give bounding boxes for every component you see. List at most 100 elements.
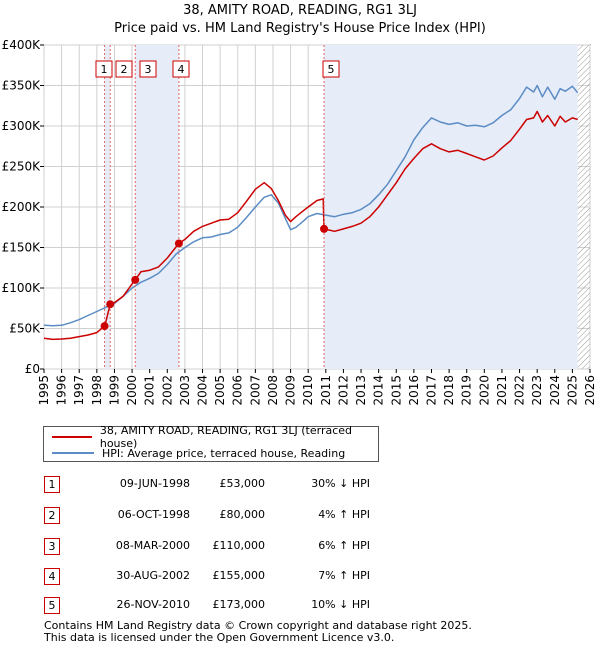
x-tick-label: 2002 bbox=[160, 375, 174, 406]
x-tick-label: 2017 bbox=[424, 375, 438, 406]
x-tick-label: 2013 bbox=[354, 375, 368, 406]
x-tick-label: 2000 bbox=[125, 375, 139, 406]
sale-marker-label: 1 bbox=[101, 63, 108, 76]
legend-label-property: 38, AMITY ROAD, READING, RG1 3LJ (terrac… bbox=[99, 424, 353, 450]
x-tick-label: 1998 bbox=[90, 375, 104, 406]
y-tick-label: £250K bbox=[2, 160, 42, 174]
x-tick-label: 2001 bbox=[143, 375, 157, 406]
sale-price: £155,000 bbox=[212, 569, 266, 582]
x-tick-label: 1995 bbox=[37, 375, 51, 406]
shaded-spans bbox=[104, 45, 590, 369]
y-tick-label: £300K bbox=[2, 119, 42, 133]
sale-date: 06-OCT-1998 bbox=[117, 508, 190, 521]
y-tick-label: £150K bbox=[2, 241, 42, 255]
footer-copyright: Contains HM Land Registry data © Crown c… bbox=[44, 619, 472, 632]
x-tick-label: 1997 bbox=[72, 375, 86, 406]
x-tick-label: 2014 bbox=[372, 375, 386, 406]
y-tick-label: £200K bbox=[2, 200, 42, 214]
sale-marker-label: 5 bbox=[328, 63, 335, 76]
series-lines bbox=[43, 84, 579, 341]
sale-number-badge: 2 bbox=[44, 507, 60, 524]
property-series-line bbox=[43, 110, 578, 341]
sale-marker-box bbox=[115, 60, 133, 78]
table-row: 2 06-OCT-1998 £80,000 4% ↑ HPI bbox=[0, 507, 600, 527]
shaded-span bbox=[324, 45, 578, 369]
sale-price: £53,000 bbox=[219, 477, 266, 490]
x-axis-ticks: 1995 1996 1997 1998 1999 2000 2001 2002 2003 2004… bbox=[37, 369, 597, 406]
table-row: 4 30-AUG-2002 £155,000 7% ↑ HPI bbox=[0, 568, 600, 588]
x-tick-label: 2005 bbox=[213, 375, 227, 406]
x-tick-label: 2023 bbox=[530, 375, 544, 406]
sale-point bbox=[106, 300, 115, 309]
shaded-span bbox=[104, 45, 111, 369]
chart-subtitle: Price paid vs. HM Land Registry's House … bbox=[114, 21, 486, 36]
sale-price: £80,000 bbox=[219, 508, 266, 521]
sale-price: £173,000 bbox=[212, 598, 266, 611]
legend-item-property: 38, AMITY ROAD, READING, RG1 3LJ (terrac… bbox=[44, 424, 378, 450]
sale-point bbox=[174, 239, 183, 248]
x-tick-label: 2012 bbox=[336, 375, 350, 406]
sale-number-badge: 1 bbox=[44, 476, 60, 493]
footer-licence: This data is licensed under the Open Gov… bbox=[44, 631, 395, 644]
x-tick-label: 2015 bbox=[389, 375, 403, 406]
price-chart: 38, AMITY ROAD, READING, RG1 3LJ Price p… bbox=[2, 3, 597, 406]
sale-point bbox=[320, 224, 329, 233]
x-tick-label: 2011 bbox=[319, 375, 333, 406]
table-row: 3 08-MAR-2000 £110,000 6% ↑ HPI bbox=[0, 538, 600, 558]
y-tick-label: £50K bbox=[9, 322, 41, 336]
x-tick-label: 2003 bbox=[178, 375, 192, 406]
x-tick-label: 2022 bbox=[513, 375, 527, 406]
shaded-span bbox=[135, 45, 179, 369]
table-row: 1 09-JUN-1998 £53,000 30% ↓ HPI bbox=[0, 476, 600, 496]
x-tick-label: 2006 bbox=[231, 375, 245, 406]
sale-hpi-diff: 30% ↓ HPI bbox=[311, 477, 370, 490]
legend: 38, AMITY ROAD, READING, RG1 3LJ (terrac… bbox=[43, 424, 379, 462]
y-tick-label: £400K bbox=[2, 38, 42, 52]
x-tick-label: 2004 bbox=[196, 375, 210, 406]
sale-date: 08-MAR-2000 bbox=[115, 539, 190, 552]
sale-number-badge: 5 bbox=[44, 597, 60, 614]
sale-marker-label: 3 bbox=[145, 63, 152, 76]
hpi-series-line bbox=[43, 84, 579, 327]
x-tick-label: 2008 bbox=[266, 375, 280, 406]
x-tick-label: 2016 bbox=[407, 375, 421, 406]
x-tick-label: 2009 bbox=[284, 375, 298, 406]
chart-title: 38, AMITY ROAD, READING, RG1 3LJ bbox=[183, 3, 417, 18]
sale-hpi-diff: 6% ↑ HPI bbox=[318, 539, 370, 552]
x-tick-label: 2010 bbox=[301, 375, 315, 406]
legend-swatch-hpi bbox=[52, 452, 94, 454]
sale-date: 09-JUN-1998 bbox=[119, 477, 190, 490]
sale-number-badge: 3 bbox=[44, 538, 60, 555]
sale-hpi-diff: 7% ↑ HPI bbox=[318, 569, 370, 582]
sale-marker-label: 2 bbox=[121, 63, 128, 76]
x-tick-label: 2007 bbox=[248, 375, 262, 406]
x-tick-label: 2024 bbox=[548, 375, 562, 406]
x-tick-label: 2025 bbox=[565, 375, 579, 406]
sale-marker-box bbox=[95, 60, 113, 78]
sale-price: £110,000 bbox=[212, 539, 266, 552]
sale-date: 30-AUG-2002 bbox=[116, 569, 190, 582]
sale-hpi-diff: 4% ↑ HPI bbox=[318, 508, 370, 521]
x-tick-label: 2021 bbox=[495, 375, 509, 406]
y-tick-label: £0 bbox=[25, 362, 40, 376]
y-axis-ticks: £0 £50K £100K £150K £200K £250K £300K £350K £400… bbox=[2, 38, 44, 376]
x-tick-label: 1996 bbox=[55, 375, 69, 406]
x-tick-label: 1999 bbox=[107, 375, 121, 406]
sale-point bbox=[100, 322, 109, 331]
future-hatch bbox=[577, 45, 590, 369]
table-row: 5 26-NOV-2010 £173,000 10% ↓ HPI bbox=[0, 597, 600, 617]
sale-marker-box bbox=[172, 60, 190, 78]
sale-date: 26-NOV-2010 bbox=[116, 598, 190, 611]
y-tick-label: £350K bbox=[2, 79, 42, 93]
y-tick-label: £100K bbox=[2, 281, 42, 295]
legend-swatch-property bbox=[52, 436, 92, 438]
sale-marker-box bbox=[322, 60, 340, 78]
sale-point bbox=[131, 275, 140, 284]
sale-marker-label: 4 bbox=[178, 63, 185, 76]
legend-item-hpi: HPI: Average price, terraced house, Read… bbox=[44, 445, 345, 461]
sale-number-badge: 4 bbox=[44, 568, 60, 585]
x-tick-label: 2020 bbox=[477, 375, 491, 406]
legend-label-hpi: HPI: Average price, terraced house, Read… bbox=[102, 446, 346, 460]
x-tick-label: 2019 bbox=[460, 375, 474, 406]
